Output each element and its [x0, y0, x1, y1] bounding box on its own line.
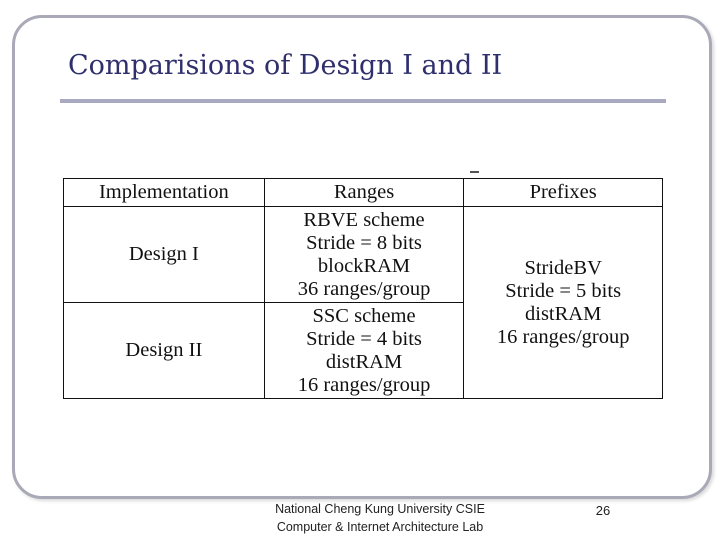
comparison-table: Implementation Ranges Prefixes Design I … — [63, 178, 663, 399]
footer-line-university: National Cheng Kung University CSIE — [275, 502, 485, 516]
ranges-line: RBVE scheme — [303, 208, 425, 231]
title-underline — [60, 99, 666, 103]
ranges-line: 16 ranges/group — [297, 373, 431, 396]
stray-mark — [470, 171, 479, 173]
cell-implementation-design-2: Design II — [63, 302, 265, 399]
table-header-row: Implementation Ranges Prefixes — [63, 178, 663, 207]
header-implementation: Implementation — [63, 178, 265, 207]
cell-prefixes-shared: StrideBV Stride = 5 bits distRAM 16 rang… — [463, 206, 663, 399]
ranges-line: blockRAM — [317, 254, 411, 277]
prefixes-line: StrideBV — [524, 256, 602, 279]
cell-ranges-design-1: RBVE scheme Stride = 8 bits blockRAM 36 … — [263, 206, 465, 303]
cell-ranges-design-2: SSC scheme Stride = 4 bits distRAM 16 ra… — [263, 302, 465, 399]
slide-footer: National Cheng Kung University CSIE Comp… — [250, 500, 510, 536]
prefixes-line: Stride = 5 bits — [505, 279, 622, 302]
slide-title: Comparisions of Design I and II — [68, 50, 503, 81]
prefixes-line: 16 ranges/group — [496, 325, 630, 348]
prefixes-line: distRAM — [525, 302, 602, 325]
page-number: 26 — [595, 503, 611, 518]
ranges-line: distRAM — [325, 350, 403, 373]
ranges-line: 36 ranges/group — [297, 277, 431, 300]
ranges-line: SSC scheme — [312, 304, 416, 327]
footer-line-lab: Computer & Internet Architecture Lab — [276, 520, 484, 534]
header-ranges: Ranges — [263, 178, 465, 207]
table-row: Design II SSC scheme Stride = 4 bits dis… — [63, 302, 663, 399]
header-prefixes: Prefixes — [463, 178, 663, 207]
ranges-line: Stride = 8 bits — [306, 231, 422, 254]
cell-implementation-design-1: Design I — [63, 206, 265, 303]
table-row: Design I RBVE scheme Stride = 8 bits blo… — [63, 206, 663, 399]
ranges-line: Stride = 4 bits — [306, 327, 422, 350]
